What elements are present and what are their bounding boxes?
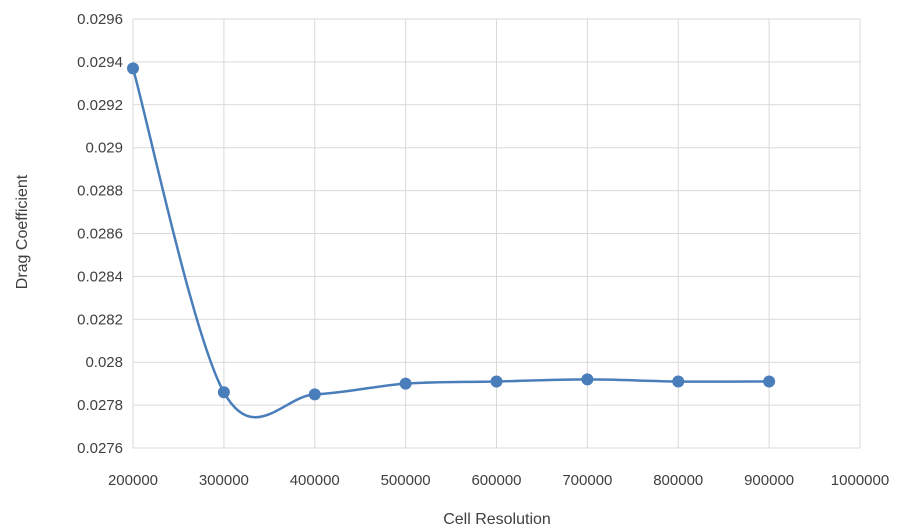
- data-point: [672, 375, 685, 388]
- gridlines: [132, 18, 861, 449]
- y-tick-label: 0.0282: [77, 311, 123, 328]
- data-point: [127, 62, 139, 75]
- y-axis-tick-labels: 0.0276 0.0278 0.028 0.0282 0.0284 0.0286 0.028…: [77, 11, 123, 457]
- x-tick-label: 600000: [471, 472, 521, 489]
- series-group: [127, 62, 776, 419]
- data-point: [763, 375, 776, 388]
- y-tick-label: 0.029: [85, 140, 123, 157]
- y-tick-label: 0.0276: [77, 440, 123, 457]
- y-axis-title: Drag Coefficient: [14, 174, 31, 289]
- y-tick-label: 0.0294: [77, 54, 123, 71]
- x-tick-label: 200000: [108, 472, 158, 489]
- x-tick-label: 300000: [199, 472, 249, 489]
- series-line: [131, 67, 770, 419]
- x-tick-label: 900000: [744, 472, 794, 489]
- data-point: [308, 388, 321, 401]
- data-point: [217, 386, 230, 399]
- y-tick-label: 0.028: [85, 354, 123, 371]
- x-tick-label: 700000: [562, 472, 612, 489]
- x-tick-label: 1000000: [831, 472, 889, 489]
- data-point: [399, 377, 412, 390]
- y-tick-label: 0.0284: [77, 268, 123, 285]
- x-tick-label: 500000: [381, 472, 431, 489]
- data-point: [581, 373, 594, 386]
- y-tick-label: 0.0278: [77, 397, 123, 414]
- x-tick-label: 800000: [653, 472, 703, 489]
- y-tick-label: 0.0286: [77, 226, 123, 243]
- x-tick-label: 400000: [290, 472, 340, 489]
- y-tick-label: 0.0288: [77, 183, 123, 200]
- y-tick-label: 0.0296: [77, 11, 123, 28]
- x-axis-tick-labels: 200000 300000 400000 500000 600000 700000 8000…: [108, 472, 889, 489]
- data-point: [490, 375, 503, 388]
- x-axis-title: Cell Resolution: [443, 511, 551, 528]
- y-tick-label: 0.0292: [77, 97, 123, 114]
